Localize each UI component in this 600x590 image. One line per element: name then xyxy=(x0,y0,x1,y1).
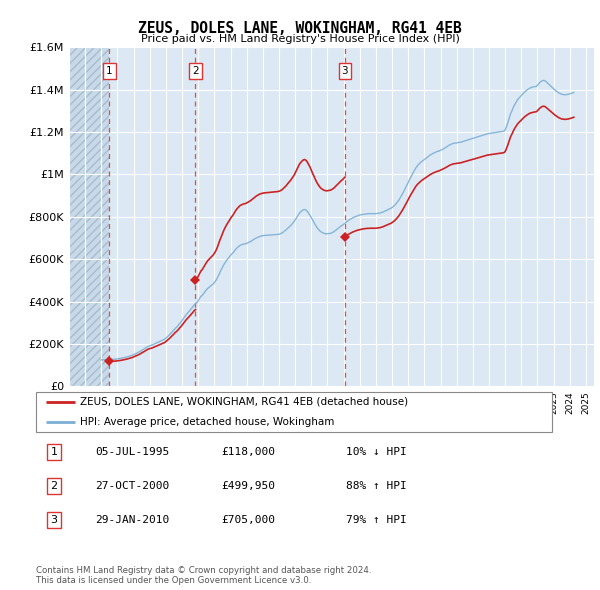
Text: 88% ↑ HPI: 88% ↑ HPI xyxy=(346,481,406,491)
Text: Contains HM Land Registry data © Crown copyright and database right 2024.
This d: Contains HM Land Registry data © Crown c… xyxy=(36,566,371,585)
Text: 79% ↑ HPI: 79% ↑ HPI xyxy=(346,516,406,525)
Text: HPI: Average price, detached house, Wokingham: HPI: Average price, detached house, Woki… xyxy=(80,417,334,427)
Text: 2: 2 xyxy=(192,66,199,76)
Text: £705,000: £705,000 xyxy=(222,516,276,525)
Text: ZEUS, DOLES LANE, WOKINGHAM, RG41 4EB (detached house): ZEUS, DOLES LANE, WOKINGHAM, RG41 4EB (d… xyxy=(80,397,408,407)
Text: 1: 1 xyxy=(106,66,113,76)
Text: 27-OCT-2000: 27-OCT-2000 xyxy=(95,481,170,491)
Text: £499,950: £499,950 xyxy=(222,481,276,491)
FancyBboxPatch shape xyxy=(36,392,552,432)
Text: 2: 2 xyxy=(50,481,58,491)
Text: 05-JUL-1995: 05-JUL-1995 xyxy=(95,447,170,457)
Text: £118,000: £118,000 xyxy=(222,447,276,457)
Text: 29-JAN-2010: 29-JAN-2010 xyxy=(95,516,170,525)
Text: ZEUS, DOLES LANE, WOKINGHAM, RG41 4EB: ZEUS, DOLES LANE, WOKINGHAM, RG41 4EB xyxy=(138,21,462,35)
Text: 1: 1 xyxy=(50,447,58,457)
Text: 3: 3 xyxy=(50,516,58,525)
Text: 3: 3 xyxy=(341,66,348,76)
Text: 10% ↓ HPI: 10% ↓ HPI xyxy=(346,447,406,457)
Bar xyxy=(69,47,109,386)
Text: Price paid vs. HM Land Registry's House Price Index (HPI): Price paid vs. HM Land Registry's House … xyxy=(140,34,460,44)
Bar xyxy=(69,47,109,386)
